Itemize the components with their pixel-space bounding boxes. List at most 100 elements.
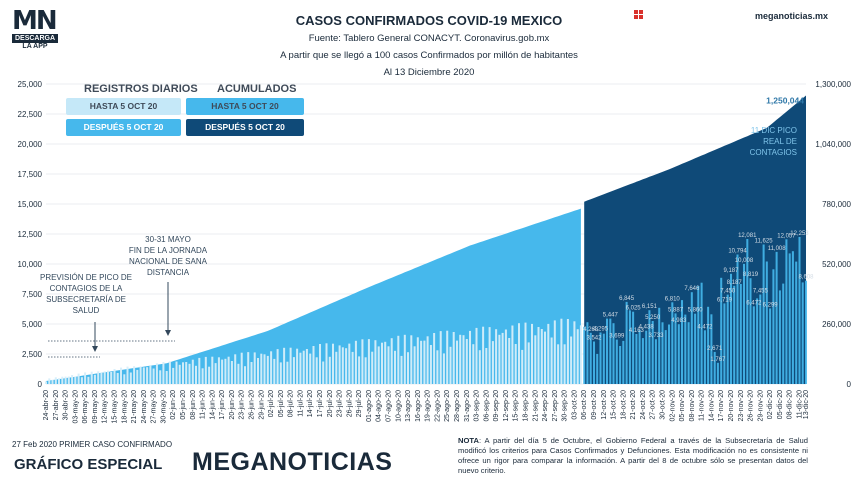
daily-bar: [224, 358, 227, 384]
daily-bar: [387, 346, 390, 384]
annotation-real-peak: REAL DE: [763, 137, 797, 146]
x-tick-label: 06-oct-20: [581, 390, 588, 420]
x-tick-label: 21-oct-20: [630, 390, 637, 420]
x-tick-label: 02-dic-20: [767, 390, 774, 419]
daily-bar: [762, 244, 765, 384]
daily-bar: [508, 338, 511, 384]
daily-bar: [276, 349, 279, 384]
daily-value-label: 3,542: [586, 335, 602, 341]
daily-bar: [615, 339, 618, 384]
annotation-peak-forecast: SUBSECRETARÍA DE: [46, 295, 126, 304]
site-url[interactable]: meganoticias.mx: [754, 11, 828, 21]
x-tick-label: 20-nov-20: [728, 390, 735, 422]
daily-bar: [149, 365, 152, 384]
daily-bar: [400, 355, 403, 384]
daily-bar: [462, 335, 465, 384]
x-tick-label: 20-jul-20: [327, 390, 334, 417]
x-tick-label: 15-oct-20: [611, 390, 618, 420]
daily-bar: [596, 353, 599, 384]
daily-bar: [465, 339, 468, 384]
daily-bar: [433, 333, 436, 384]
daily-bar: [279, 362, 282, 384]
annotation-peak-forecast: CONTAGIOS DE LA: [50, 284, 123, 293]
daily-value-label: 12,081: [738, 233, 757, 239]
x-tick-label: 05-jul-20: [278, 390, 285, 417]
daily-bar: [472, 344, 475, 384]
daily-bar: [801, 282, 804, 384]
daily-bar: [641, 338, 644, 384]
left-tick-label: 17,500: [18, 170, 43, 179]
daily-bar: [136, 369, 139, 384]
x-tick-label: 17-nov-20: [718, 390, 725, 422]
app-logo[interactable]: MN DESCARGA LA APP: [12, 8, 58, 50]
left-tick-label: 10,000: [18, 260, 43, 269]
daily-bar: [364, 357, 367, 384]
x-tick-label: 23-jun-20: [239, 390, 246, 420]
daily-bar: [257, 358, 260, 384]
daily-bar: [165, 371, 168, 384]
daily-value-label: 8,187: [727, 280, 743, 286]
daily-bar: [772, 269, 775, 384]
daily-bar: [518, 323, 521, 384]
daily-bar: [531, 323, 534, 384]
daily-bar: [397, 335, 400, 384]
daily-bar: [534, 335, 537, 384]
daily-bar: [416, 337, 419, 384]
daily-bar: [90, 371, 93, 384]
daily-bar: [217, 357, 220, 384]
daily-bar: [628, 310, 631, 384]
daily-bar: [116, 373, 119, 384]
daily-value-label: 4,163: [629, 328, 645, 334]
x-tick-label: 08-dic-20: [787, 390, 794, 419]
daily-bar: [775, 251, 778, 384]
x-tick-label: 24-abr-20: [43, 390, 50, 420]
daily-bar: [733, 285, 736, 384]
left-tick-label: 7,500: [22, 290, 43, 299]
daily-bar: [694, 313, 697, 384]
daily-bar: [185, 362, 188, 384]
x-tick-label: 02-nov-20: [669, 390, 676, 422]
left-tick-label: 15,000: [18, 200, 43, 209]
x-tick-label: 21-sep-20: [532, 390, 539, 422]
legend-daily-before: HASTA 5 OCT 20: [66, 98, 181, 115]
right-tick-label: 520,000: [822, 260, 851, 269]
x-tick-label: 15-may-20: [111, 390, 118, 424]
daily-value-label: 4,295: [593, 326, 609, 332]
daily-bar: [182, 362, 185, 384]
daily-bar: [648, 310, 651, 384]
left-tick-label: 5,000: [22, 320, 43, 329]
daily-bar: [661, 322, 664, 384]
daily-bar: [390, 338, 393, 384]
x-tick-label: 21-may-20: [131, 390, 138, 424]
daily-bar: [700, 282, 703, 384]
daily-bar: [358, 356, 361, 384]
left-tick-label: 22,500: [18, 110, 43, 119]
daily-bar: [230, 361, 233, 384]
daily-bar: [609, 318, 612, 384]
daily-bar: [162, 362, 165, 384]
left-tick-label: 0: [38, 380, 43, 389]
daily-bar: [332, 343, 335, 384]
right-tick-label: 260,000: [822, 320, 851, 329]
daily-bar: [247, 352, 250, 384]
daily-bar: [769, 308, 772, 384]
x-tick-label: 27-oct-20: [650, 390, 657, 420]
daily-value-label: 10,794: [728, 248, 747, 254]
daily-bar: [449, 346, 452, 384]
daily-bar: [178, 364, 181, 384]
daily-bar: [495, 329, 498, 384]
right-tick-label: 0: [847, 380, 852, 389]
annotation-arrowhead: [92, 346, 98, 352]
x-tick-label: 18-may-20: [121, 390, 128, 424]
daily-bar: [442, 353, 445, 384]
daily-bar: [77, 373, 80, 384]
daily-value-label: 7,450: [720, 289, 736, 295]
daily-bar: [260, 353, 263, 384]
x-tick-label: 29-jul-20: [356, 390, 363, 417]
x-tick-label: 05-jun-20: [180, 390, 187, 420]
daily-bar: [292, 357, 295, 384]
daily-bar: [710, 314, 713, 384]
x-tick-label: 18-sep-20: [522, 390, 529, 422]
daily-value-label: 4,983: [671, 318, 687, 324]
x-tick-label: 27-may-20: [151, 390, 158, 424]
